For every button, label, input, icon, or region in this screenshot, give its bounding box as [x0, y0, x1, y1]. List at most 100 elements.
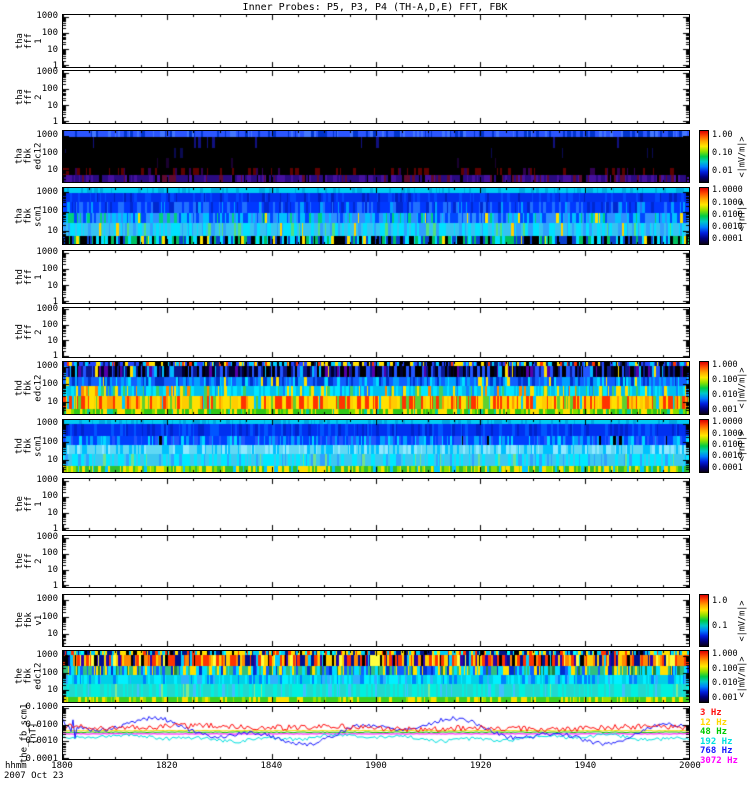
tha_fbk_scm1-plot-area	[63, 188, 689, 244]
x-tick-label: 1920	[469, 761, 492, 771]
colorbar-tick-label: 0.100	[712, 663, 738, 674]
y-tick-label: 1000	[36, 594, 58, 605]
colorbar-unit-the_fbk_v1: <|mV/m|>	[734, 594, 750, 647]
panel-label-thd_fff_1: thd fff 1	[2, 250, 58, 304]
tha_fbk_edc12-plot-area	[63, 131, 689, 182]
panel-thd_fff_1	[62, 250, 690, 304]
y-tick-label: 1000	[36, 418, 58, 429]
y-tick-label: 10	[47, 685, 58, 696]
colorbar-tick-label: 1.0	[712, 596, 728, 607]
panel-label-thd_fff_2: thd fff 2	[2, 307, 58, 358]
panel-label-tha_fff_1: tha fff 1	[2, 14, 58, 68]
colorbar-tick-label: 0.0001	[712, 234, 743, 245]
thd_fff_1-plot-area	[63, 251, 689, 303]
y-tick-label: 1000	[36, 66, 58, 77]
colorbar-unit-label: <|mV/m|>	[737, 656, 748, 697]
y-tick-label: 100	[41, 27, 58, 38]
colorbar-tha_fbk_scm1	[699, 187, 709, 245]
panel-label-the_fff_1: the fff 1	[2, 478, 58, 531]
y-tick-label: 100	[41, 83, 58, 94]
the_fb_scm1-plot-area	[63, 707, 689, 759]
y-tick-label: 10	[47, 564, 58, 575]
y-tick-label: 1	[52, 297, 58, 308]
y-tick-label: 1000	[36, 246, 58, 257]
legend-entry-192-hz: 192 Hz	[700, 736, 733, 747]
panel-tha_fbk_scm1	[62, 187, 690, 245]
y-tick-label: 10	[47, 100, 58, 111]
y-tick-label: 100	[41, 147, 58, 158]
frequency-legend: 3 Hz 12 Hz 48 Hz 192 Hz 768 Hz 3072 Hz	[700, 708, 738, 767]
colorbar-tick-label: 0.100	[712, 374, 738, 385]
panel-label-the_fb_scm1: the_fb_scm1 [nT]	[2, 703, 58, 763]
colorbar-unit-label: <|mV/m|>	[737, 136, 748, 177]
y-tick-label: 0.0010	[25, 736, 58, 747]
y-tick-label: 100	[41, 379, 58, 390]
y-tick-label: 10	[47, 397, 58, 408]
y-tick-label: 1000	[36, 361, 58, 372]
colorbar-tick-label: 0.0001	[712, 462, 743, 473]
x-tick-label: 1940	[574, 761, 597, 771]
tha_fff_1-plot-area	[63, 15, 689, 67]
panel-tha_fff_1	[62, 14, 690, 68]
the_fbk_v1-plot-area	[63, 595, 689, 646]
y-tick-label: 100	[41, 319, 58, 330]
colorbar-unit-tha_fbk_edc12: <|mV/m|>	[734, 130, 750, 183]
y-tick-label: 1000	[36, 186, 58, 197]
colorbar-tick-label: 1.0000	[712, 185, 743, 196]
colorbar-tick-label: 0.001	[712, 693, 738, 704]
colorbar-tick-label: 1.0000	[712, 417, 743, 428]
y-tick-label: 1000	[36, 10, 58, 21]
y-tick-label: 100	[41, 263, 58, 274]
panel-the_fb_scm1	[62, 706, 690, 760]
colorbar-tick-label: 1.00	[712, 130, 733, 141]
y-tick-label: 1000	[36, 474, 58, 485]
y-tick-label: 100	[41, 206, 58, 217]
colorbar-tick-label: 0.010	[712, 678, 738, 689]
y-tick-label: 10	[47, 455, 58, 466]
y-tick-label: 1	[52, 117, 58, 128]
colorbar-tick-label: 0.010	[712, 390, 738, 401]
y-tick-label: 10	[47, 280, 58, 291]
colorbar-unit-label: <|mV/m|>	[737, 600, 748, 641]
y-tick-label: 100	[41, 611, 58, 622]
y-tick-label: 10	[47, 165, 58, 176]
y-tick-label: 1	[52, 351, 58, 362]
y-tick-label: 100	[41, 667, 58, 678]
colorbar-thd_fbk_scm1	[699, 419, 709, 473]
panel-thd_fbk_edc12	[62, 361, 690, 415]
panel-label-tha_fff_2: tha fff 2	[2, 70, 58, 124]
thd_fbk_scm1-plot-area	[63, 420, 689, 472]
y-tick-label: 100	[41, 491, 58, 502]
colorbar-unit-label: <|mV/m|>	[737, 367, 748, 409]
y-tick-label: 0.0001	[25, 753, 58, 764]
the_fff_1-plot-area	[63, 479, 689, 530]
panel-thd_fbk_scm1	[62, 419, 690, 473]
y-tick-label: 10	[47, 629, 58, 640]
the_fff_2-plot-area	[63, 536, 689, 587]
y-tick-label: 1	[52, 524, 58, 535]
y-tick-label: 0.0100	[25, 719, 58, 730]
colorbar-the_fbk_v1	[699, 594, 709, 647]
y-tick-label: 1	[52, 61, 58, 72]
colorbar-tick-label: 0.0010	[712, 451, 743, 462]
x-tick-label: 1820	[155, 761, 178, 771]
thd_fbk_edc12-plot-area	[63, 362, 689, 414]
panel-the_fff_1	[62, 478, 690, 531]
x-tick-label: 1800	[51, 761, 73, 771]
plot-title: Inner Probes: P5, P3, P4 (TH-A,D,E) FFT,…	[242, 2, 508, 13]
x-axis-unit-label: hhmm	[5, 761, 27, 771]
panel-the_fbk_edc12	[62, 650, 690, 703]
x-axis-date-label: 2007 Oct 23	[4, 771, 64, 781]
y-tick-label: 1000	[36, 650, 58, 661]
y-tick-label: 100	[41, 548, 58, 559]
y-tick-label: 1	[52, 581, 58, 592]
colorbar-tick-label: 0.01	[712, 166, 733, 177]
colorbar-tick-label: 0.0100	[712, 439, 743, 450]
colorbar-tick-label: 0.001	[712, 405, 738, 416]
legend-entry-3-hz: 3 Hz	[700, 708, 722, 718]
y-tick-label: 10	[47, 226, 58, 237]
colorbar-tick-label: 0.1	[712, 620, 728, 631]
y-tick-label: 1000	[36, 303, 58, 314]
y-tick-label: 1000	[36, 531, 58, 542]
